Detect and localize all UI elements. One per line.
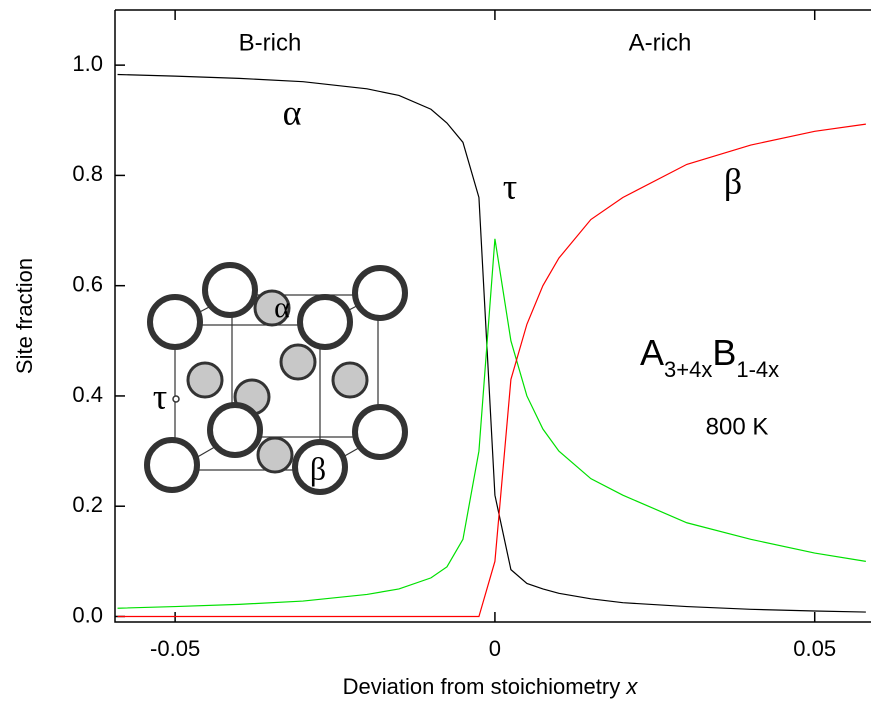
y-tick-label: 0.6	[72, 271, 103, 296]
series-annotation: β	[724, 161, 742, 201]
formula-part: A	[640, 332, 664, 373]
x-axis-label-text: Deviation from stoichiometry	[343, 674, 621, 699]
inset-label: τ	[153, 376, 167, 416]
x-tick-label: 0.05	[793, 636, 836, 661]
formula-part: 3+4x	[664, 357, 712, 382]
formula-part: 1-4x	[736, 357, 779, 382]
x-tick-label: -0.05	[150, 636, 200, 661]
y-tick-label: 1.0	[72, 51, 103, 76]
temperature-label: 800 K	[706, 413, 769, 440]
inset-label: β	[310, 450, 326, 486]
page: α τ β B-rich A-rich α τ β A3+4xB1-4x 800…	[0, 0, 871, 702]
series-annotation: τ	[503, 166, 517, 206]
y-axis-label: Site fraction	[12, 258, 37, 374]
y-tick-label: 0.2	[72, 492, 103, 517]
x-axis-label: Deviation from stoichiometry x	[343, 674, 639, 699]
x-axis-label-variable: x	[625, 674, 638, 699]
region-label: A-rich	[629, 29, 692, 56]
series-annotation: α	[283, 92, 302, 132]
y-tick-label: 0.0	[72, 602, 103, 627]
y-tick-label: 0.4	[72, 382, 103, 407]
x-tick-label: 0	[489, 636, 501, 661]
inset-label: α	[274, 291, 290, 324]
formula: A3+4xB1-4x	[640, 332, 779, 382]
region-label: B-rich	[239, 29, 302, 56]
y-tick-label: 0.8	[72, 161, 103, 186]
chart: α τ β B-rich A-rich α τ β A3+4xB1-4x 800…	[0, 0, 871, 702]
series-line	[118, 75, 866, 613]
formula-part: B	[712, 332, 736, 373]
